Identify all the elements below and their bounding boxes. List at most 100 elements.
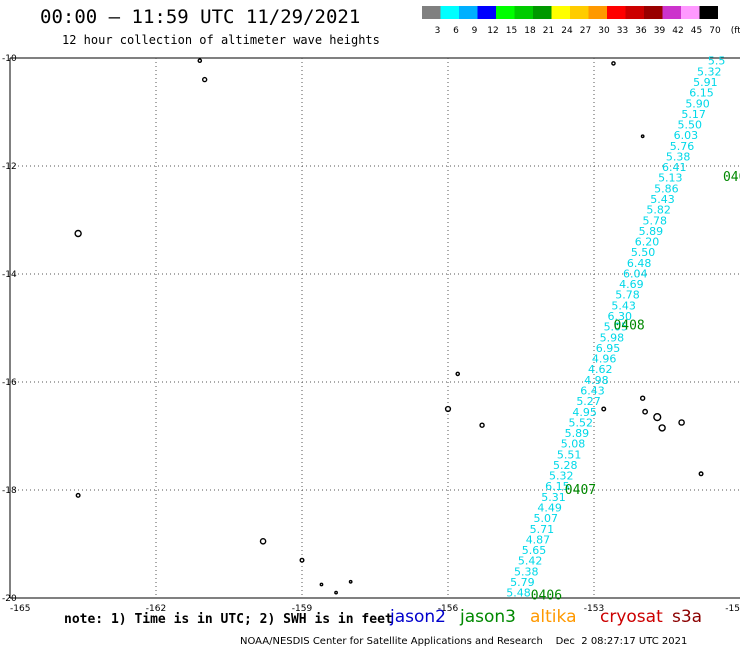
colorbar-swatch bbox=[644, 6, 663, 19]
y-tick-label: -12 bbox=[2, 162, 17, 172]
wave-height-value: 5.17 bbox=[681, 108, 706, 121]
colorbar-swatch bbox=[588, 6, 607, 19]
island-outline bbox=[653, 413, 662, 422]
colorbar-swatch bbox=[514, 6, 533, 19]
wave-height-value: 5.38 bbox=[666, 150, 691, 163]
wave-height-value: 5.50 bbox=[678, 119, 703, 132]
pass-time-label: 0407 bbox=[565, 483, 596, 498]
wave-height-value: 6.95 bbox=[596, 342, 621, 355]
wave-height-value: 6.41 bbox=[662, 161, 687, 174]
island-outline bbox=[75, 492, 81, 498]
wave-height-value: 5.89 bbox=[565, 427, 590, 440]
wave-height-value: 6.48 bbox=[627, 257, 652, 270]
wave-height-value: 5.32 bbox=[697, 65, 722, 78]
wave-height-value: 4.98 bbox=[584, 374, 609, 387]
wave-height-value: 5.38 bbox=[514, 565, 539, 578]
colorbar-swatch bbox=[440, 6, 459, 19]
island-outline bbox=[319, 582, 324, 587]
colorbar-label: 3 bbox=[435, 26, 441, 36]
island-outline bbox=[640, 134, 645, 139]
wave-height-value: 6.15 bbox=[689, 87, 714, 100]
x-tick-label: -153 bbox=[584, 604, 604, 614]
map-title: 00:00 – 11:59 UTC 11/29/2021 bbox=[40, 6, 361, 28]
colorbar-label: 24 bbox=[561, 26, 573, 36]
colorbar-swatch bbox=[699, 6, 718, 19]
wave-height-value: 5.89 bbox=[639, 225, 664, 238]
island-outline bbox=[455, 371, 461, 377]
y-tick-label: -18 bbox=[2, 486, 17, 496]
wave-height-value: 5.13 bbox=[658, 172, 683, 185]
wave-height-value: 5.71 bbox=[530, 523, 555, 536]
wave-height-value: 5.52 bbox=[569, 416, 594, 429]
colorbar-label: 21 bbox=[543, 26, 554, 36]
map-subtitle: 12 hour collection of altimeter wave hei… bbox=[62, 33, 380, 47]
wave-height-value: 5.27 bbox=[576, 395, 601, 408]
credit-line: NOAA/NESDIS Center for Satellite Applica… bbox=[240, 636, 688, 647]
wave-height-value: 4.95 bbox=[572, 406, 597, 419]
colorbar-swatch bbox=[625, 6, 644, 19]
island-outline bbox=[299, 557, 305, 563]
wave-height-value: 4.69 bbox=[619, 278, 644, 291]
colorbar-swatch bbox=[422, 6, 441, 19]
wave-height-value: 5.82 bbox=[646, 204, 671, 217]
colorbar-label: 12 bbox=[487, 26, 498, 36]
legend-cryosat: cryosat bbox=[600, 607, 663, 627]
island-outline bbox=[698, 471, 704, 477]
wave-height-value: 5.78 bbox=[643, 214, 668, 227]
pass-time-label: 0409 bbox=[723, 170, 740, 185]
y-tick-label: -14 bbox=[2, 270, 17, 280]
wave-height-value: 5.08 bbox=[561, 438, 586, 451]
colorbar-swatch bbox=[607, 6, 626, 19]
colorbar-swatch bbox=[496, 6, 515, 19]
island-outline bbox=[259, 538, 267, 545]
colorbar-label: 39 bbox=[654, 26, 666, 36]
y-tick-label: -10 bbox=[2, 54, 17, 64]
colorbar-label: (ft) bbox=[731, 26, 740, 36]
wave-height-value: 6.03 bbox=[674, 129, 699, 142]
wave-height-value: 5.5 bbox=[708, 55, 726, 68]
x-tick-label: -159 bbox=[292, 604, 313, 614]
wave-height-value: 5.43 bbox=[611, 299, 636, 312]
wave-height-value: 4.87 bbox=[526, 533, 551, 546]
colorbar-swatch bbox=[533, 6, 552, 19]
island-outline bbox=[444, 405, 452, 413]
wave-height-value: 5.86 bbox=[654, 182, 679, 195]
pass-time-label: 0406 bbox=[531, 588, 562, 603]
wave-height-value: 5.79 bbox=[510, 576, 535, 589]
colorbar-swatch bbox=[681, 6, 700, 19]
island-outline bbox=[74, 229, 82, 238]
y-tick-label: -20 bbox=[2, 594, 17, 604]
colorbar-swatch bbox=[662, 6, 681, 19]
island-outline bbox=[658, 424, 666, 432]
colorbar-label: 27 bbox=[580, 26, 591, 36]
x-tick-label: -156 bbox=[438, 604, 459, 614]
wave-height-value: 6.30 bbox=[607, 310, 632, 323]
wave-height-value: 6.20 bbox=[635, 236, 660, 249]
colorbar-label: 9 bbox=[472, 26, 478, 36]
units-note: note: 1) Time is in UTC; 2) SWH is in fe… bbox=[64, 612, 393, 627]
colorbar-label: 30 bbox=[598, 26, 610, 36]
colorbar-label: 15 bbox=[506, 26, 517, 36]
wave-height-value: 5.90 bbox=[685, 97, 710, 110]
wave-height-value: 5.05 bbox=[604, 321, 629, 334]
wave-height-value: 5.98 bbox=[600, 331, 625, 344]
colorbar-swatch bbox=[551, 6, 570, 19]
colorbar-label: 33 bbox=[617, 26, 628, 36]
colorbar-label: 70 bbox=[709, 26, 721, 36]
wave-height-value: 4.62 bbox=[588, 363, 613, 376]
wave-height-value: 5.65 bbox=[522, 544, 547, 557]
pass-time-label: 0408 bbox=[613, 318, 644, 333]
island-outline bbox=[611, 61, 616, 66]
colorbar-swatch bbox=[477, 6, 496, 19]
wave-height-value: 5.32 bbox=[549, 470, 574, 483]
wave-height-value: 5.51 bbox=[557, 448, 582, 461]
x-tick-label: -165 bbox=[10, 604, 30, 614]
wave-height-value: 5.42 bbox=[518, 555, 543, 568]
wave-height-value: 5.76 bbox=[670, 140, 695, 153]
y-tick-label: -16 bbox=[2, 378, 17, 388]
colorbar-label: 45 bbox=[691, 26, 702, 36]
colorbar-swatch bbox=[570, 6, 589, 19]
island-outline bbox=[601, 406, 607, 412]
colorbar-swatch bbox=[459, 6, 478, 19]
